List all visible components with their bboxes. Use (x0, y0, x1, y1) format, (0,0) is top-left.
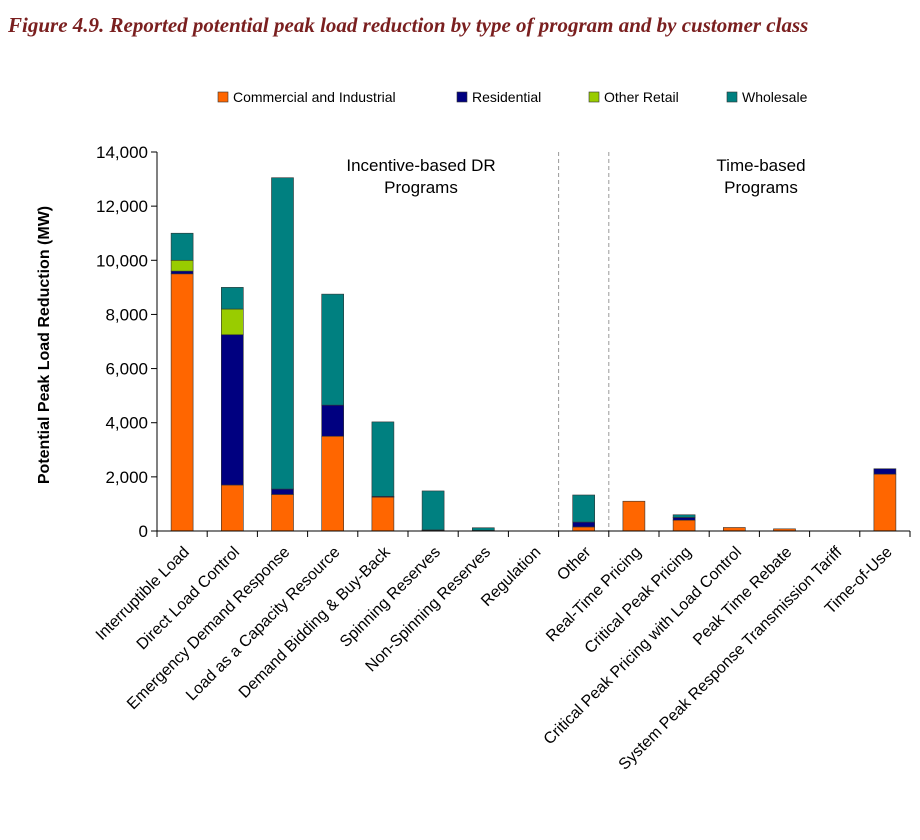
legend-swatch (456, 91, 468, 103)
bar-segment (271, 494, 294, 532)
y-axis: 0 2,000 4,000 6,000 8,000 10,000 12,000 14,000 (96, 143, 158, 541)
bar-segment (321, 404, 345, 437)
chart-annotations: Incentive-based DR Programs Time-based Prog… (346, 156, 805, 197)
annotation-line: Incentive-based DR (346, 156, 495, 175)
y-tick-label: 8,000 (105, 305, 148, 324)
bar-segment (471, 527, 495, 531)
y-tick-label: 0 (139, 522, 148, 541)
bar-segment (170, 259, 194, 272)
legend-swatch (217, 91, 229, 103)
bar-segment (672, 517, 696, 521)
annotation-line: Programs (384, 178, 458, 197)
bar-segment (321, 293, 345, 406)
bar-segment (672, 519, 696, 532)
x-tick-label: Interruptible Load (93, 544, 193, 644)
figure-title: Figure 4.9. Reported potential peak load… (8, 13, 809, 37)
bar-segment (622, 500, 646, 532)
legend-label: Residential (472, 89, 541, 105)
bar-segment (271, 177, 294, 490)
legend-swatch (726, 91, 738, 103)
annotation-line: Time-based (716, 156, 805, 175)
bar-segment (572, 521, 596, 528)
legend-swatch (588, 91, 600, 103)
legend-label: Commercial and Industrial (233, 89, 396, 105)
bar-segment (221, 334, 244, 486)
bar-segment (672, 514, 696, 518)
bar-segment (873, 473, 897, 532)
x-tick-label: Real-Time Pricing (543, 544, 645, 646)
bar-segment (170, 232, 194, 261)
bar-segment (221, 484, 244, 532)
y-tick-label: 12,000 (96, 197, 148, 216)
bar-segment (572, 494, 596, 523)
section-annotation: Incentive-based DR Programs (346, 156, 495, 197)
y-tick-label: 2,000 (105, 468, 148, 487)
bar-segment (421, 490, 445, 531)
y-axis-label: Potential Peak Load Reduction (MW) (36, 206, 53, 484)
section-annotation: Time-based Programs (716, 156, 805, 197)
annotation-line: Programs (724, 178, 798, 197)
bar-segment (572, 526, 596, 532)
bar-segment (321, 435, 345, 532)
bar-segment (221, 308, 244, 336)
bar-segment (170, 273, 194, 532)
chart-bars (170, 177, 897, 532)
x-tick-label: Other (554, 543, 595, 584)
bar-segment (271, 488, 294, 495)
section-dividers (558, 152, 610, 531)
y-tick-label: 14,000 (96, 143, 148, 162)
bar-segment (873, 468, 897, 475)
bar-segment (170, 270, 194, 275)
y-tick-label: 10,000 (96, 251, 148, 270)
chart-legend: Commercial and Industrial Residential Othe… (217, 89, 808, 105)
y-tick-label: 6,000 (105, 360, 148, 379)
bar-segment (221, 287, 244, 310)
bar-segment (371, 421, 395, 497)
legend-label: Other Retail (604, 89, 679, 105)
bar-segment (722, 527, 746, 532)
y-tick-label: 4,000 (105, 414, 148, 433)
legend-label: Wholesale (742, 89, 808, 105)
bar-segment (371, 496, 395, 532)
